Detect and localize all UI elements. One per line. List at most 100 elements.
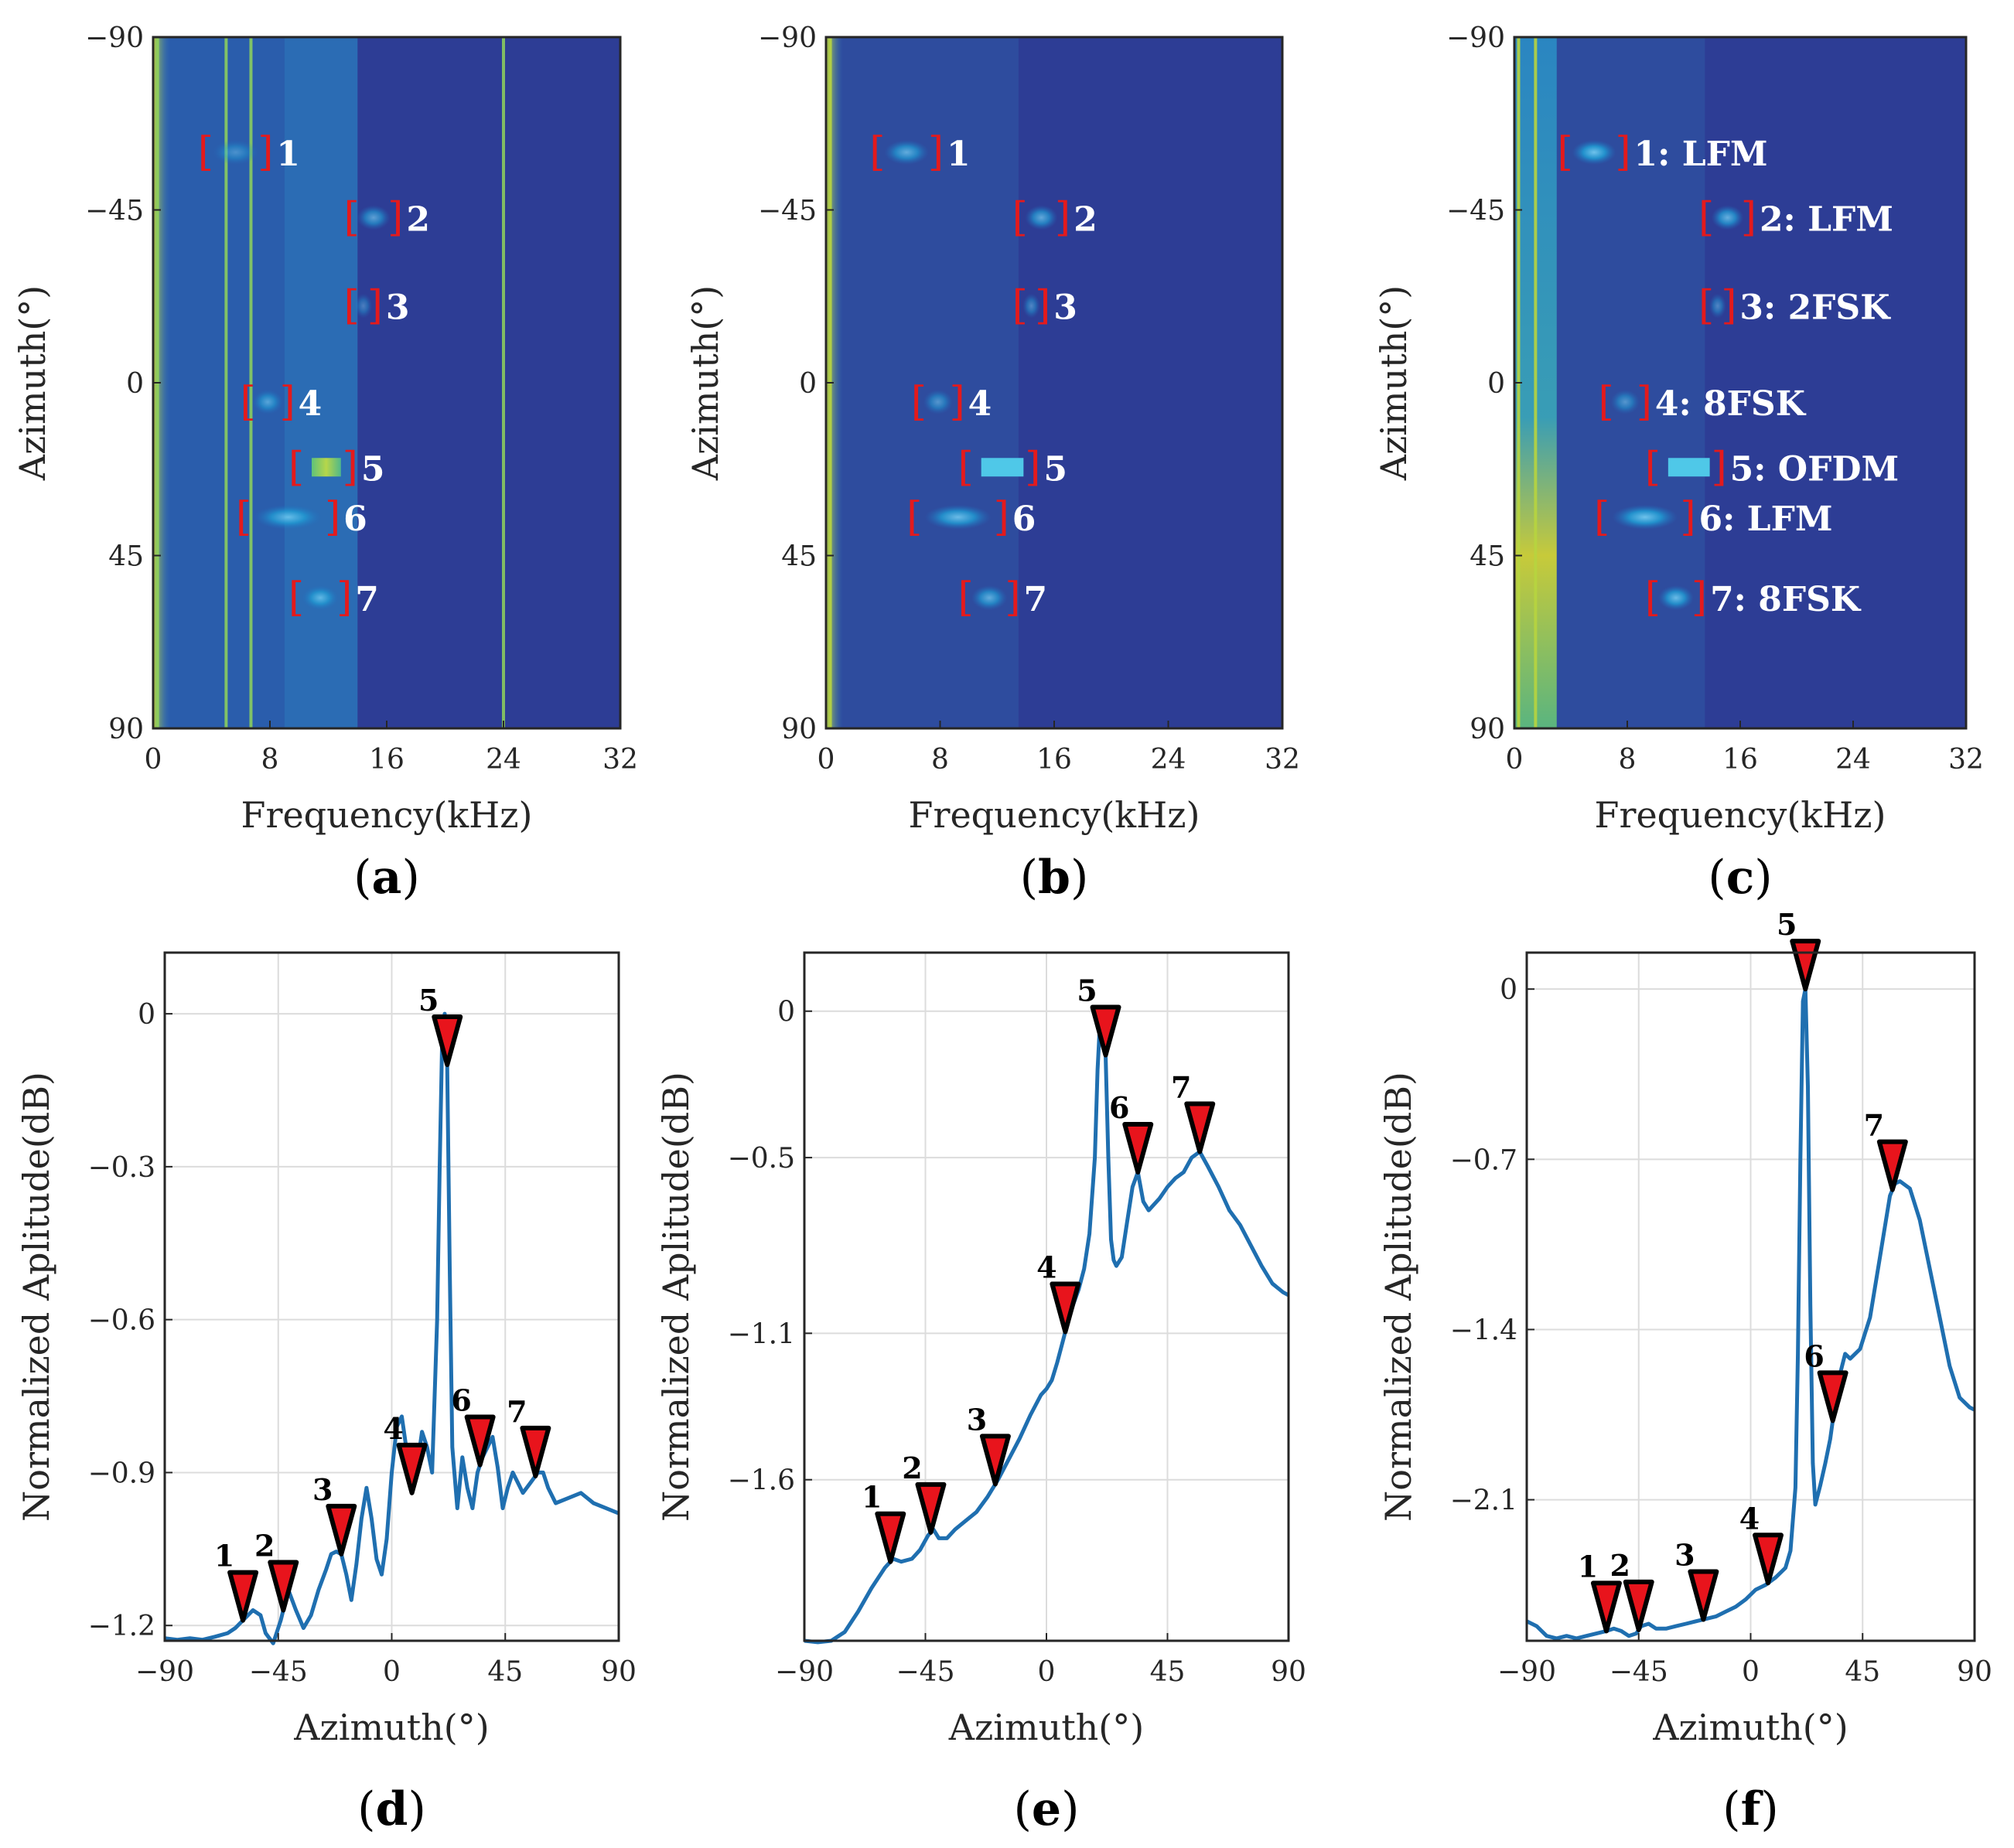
target-label: 7: 8FSK	[1710, 580, 1862, 619]
target-bracket-open: [	[1645, 444, 1661, 490]
peak-marker-label: 6	[451, 1383, 471, 1418]
peak-marker-label: 1	[1578, 1549, 1598, 1584]
target-label: 3	[386, 288, 410, 328]
target-signal	[354, 293, 373, 319]
peak-marker-label: 6	[1804, 1338, 1824, 1373]
target-bracket-open: [	[344, 283, 360, 329]
target-bracket-close: ]	[367, 283, 383, 329]
target-bracket-open: [	[1594, 494, 1609, 540]
target-label: 1: LFM	[1634, 135, 1768, 174]
x-tick-label: 0	[145, 744, 162, 776]
target-label: 4	[968, 384, 992, 424]
y-tick-label: 90	[1470, 714, 1505, 745]
x-tick-label: −90	[1497, 1656, 1556, 1688]
x-tick-label: 16	[1722, 744, 1758, 776]
peak-marker-label: 7	[507, 1394, 527, 1429]
target-label: 2	[406, 199, 430, 239]
x-tick-label: 0	[818, 744, 835, 776]
peak-marker	[1623, 1579, 1654, 1632]
target-bracket-open: [	[1012, 194, 1028, 240]
peak-marker-label: 1	[214, 1539, 234, 1574]
heatmap-band	[284, 37, 358, 728]
x-tick-label: 24	[486, 744, 521, 776]
heatmap-panel-c: [] 1: LFM[] 2: LFM[] 3: 2FSK[] 4: 8FSK[] 5: O…	[1373, 22, 1984, 905]
target-label: 6	[343, 500, 367, 539]
peak-marker-label: 4	[1739, 1501, 1760, 1536]
target-signal	[981, 458, 1024, 477]
target-bracket-close: ]	[325, 494, 340, 540]
peak-marker	[520, 1425, 551, 1478]
peak-marker	[1050, 1281, 1081, 1335]
target-label: 3: 2FSK	[1739, 288, 1891, 328]
target-label: 1	[276, 135, 300, 174]
target-signal	[1572, 140, 1616, 165]
x-axis-label: Azimuth(°)	[948, 1707, 1144, 1748]
y-tick-label: 0	[777, 997, 795, 1028]
peak-marker	[464, 1414, 496, 1468]
target-signal	[1668, 458, 1710, 477]
x-tick-label: 45	[487, 1656, 523, 1688]
peak-marker	[1122, 1122, 1154, 1175]
y-axis-label: Azimuth(°)	[12, 285, 53, 481]
peak-marker	[1876, 1139, 1908, 1192]
peak-marker	[432, 1014, 463, 1068]
target-label: 5	[1043, 449, 1067, 489]
series-line	[804, 1009, 1290, 1645]
x-tick-label: 8	[931, 744, 949, 776]
peak-marker-label: 5	[1077, 973, 1097, 1008]
panel-label: (a)	[353, 851, 420, 905]
y-axis-label: Normalized Aplitude(dB)	[1377, 1072, 1419, 1522]
x-tick-label: 16	[369, 744, 405, 776]
x-axis-label: Frequency(kHz)	[241, 794, 533, 836]
target-bracket-close: ]	[1615, 129, 1630, 176]
y-axis-label: Azimuth(°)	[684, 285, 726, 481]
spectral-line	[249, 37, 253, 728]
target-bracket-open: [	[1598, 379, 1613, 425]
target-signal	[302, 585, 339, 611]
target-bracket-close: ]	[280, 379, 295, 425]
target-bracket-close: ]	[1691, 575, 1707, 621]
x-tick-label: 32	[1948, 744, 1984, 776]
target-signal	[357, 205, 391, 230]
target-bracket-close: ]	[949, 379, 964, 425]
target-bracket-close: ]	[1055, 194, 1070, 240]
target-bracket-close: ]	[1741, 194, 1756, 240]
peak-marker	[1184, 1101, 1216, 1154]
target-bracket-close: ]	[387, 194, 403, 240]
peak-marker	[915, 1481, 947, 1535]
x-tick-label: 24	[1151, 744, 1186, 776]
y-tick-label: −45	[85, 196, 144, 227]
peak-marker-label: 5	[418, 983, 439, 1018]
heatmap-panel-b: [] 1[] 2[] 3[] 4[] 5[] 6[] 70 8 16 24 32−90−4504590…	[684, 22, 1300, 905]
y-tick-label: −2.1	[1450, 1485, 1517, 1517]
peak-marker	[396, 1442, 428, 1495]
target-signal	[884, 140, 929, 165]
x-tick-label: 0	[1506, 744, 1524, 776]
target-label: 5	[361, 449, 385, 489]
target-label: 5: OFDM	[1730, 449, 1900, 489]
x-tick-label: 8	[1619, 744, 1637, 776]
target-label: 7	[355, 580, 379, 619]
peak-marker-label: 3	[312, 1472, 333, 1507]
heatmap-panel-a: [] 1[] 2[] 3[] 4[] 5[] 6[] 70 8 16 24 32−90−4504590…	[12, 22, 638, 905]
x-tick-label: 90	[1271, 1656, 1306, 1688]
x-tick-label: 24	[1835, 744, 1871, 776]
target-bracket-open: [	[288, 444, 304, 490]
target-signal	[1658, 585, 1694, 611]
peak-marker	[979, 1434, 1011, 1487]
y-tick-label: 45	[108, 541, 144, 573]
panel-label: (d)	[357, 1782, 426, 1836]
target-bracket-close: ]	[1035, 283, 1050, 329]
target-signal	[1612, 504, 1678, 530]
target-label: 6: LFM	[1698, 500, 1832, 539]
peak-marker-label: 7	[1864, 1108, 1884, 1143]
peak-marker-label: 4	[1036, 1250, 1056, 1284]
y-tick-label: −0.3	[88, 1152, 155, 1184]
target-signal	[924, 504, 992, 530]
target-signal	[254, 504, 323, 530]
y-tick-label: −1.2	[88, 1611, 155, 1642]
peak-marker-label: 2	[1610, 1548, 1630, 1583]
y-tick-label: −1.1	[728, 1318, 795, 1350]
panel-label: (f)	[1722, 1782, 1779, 1836]
